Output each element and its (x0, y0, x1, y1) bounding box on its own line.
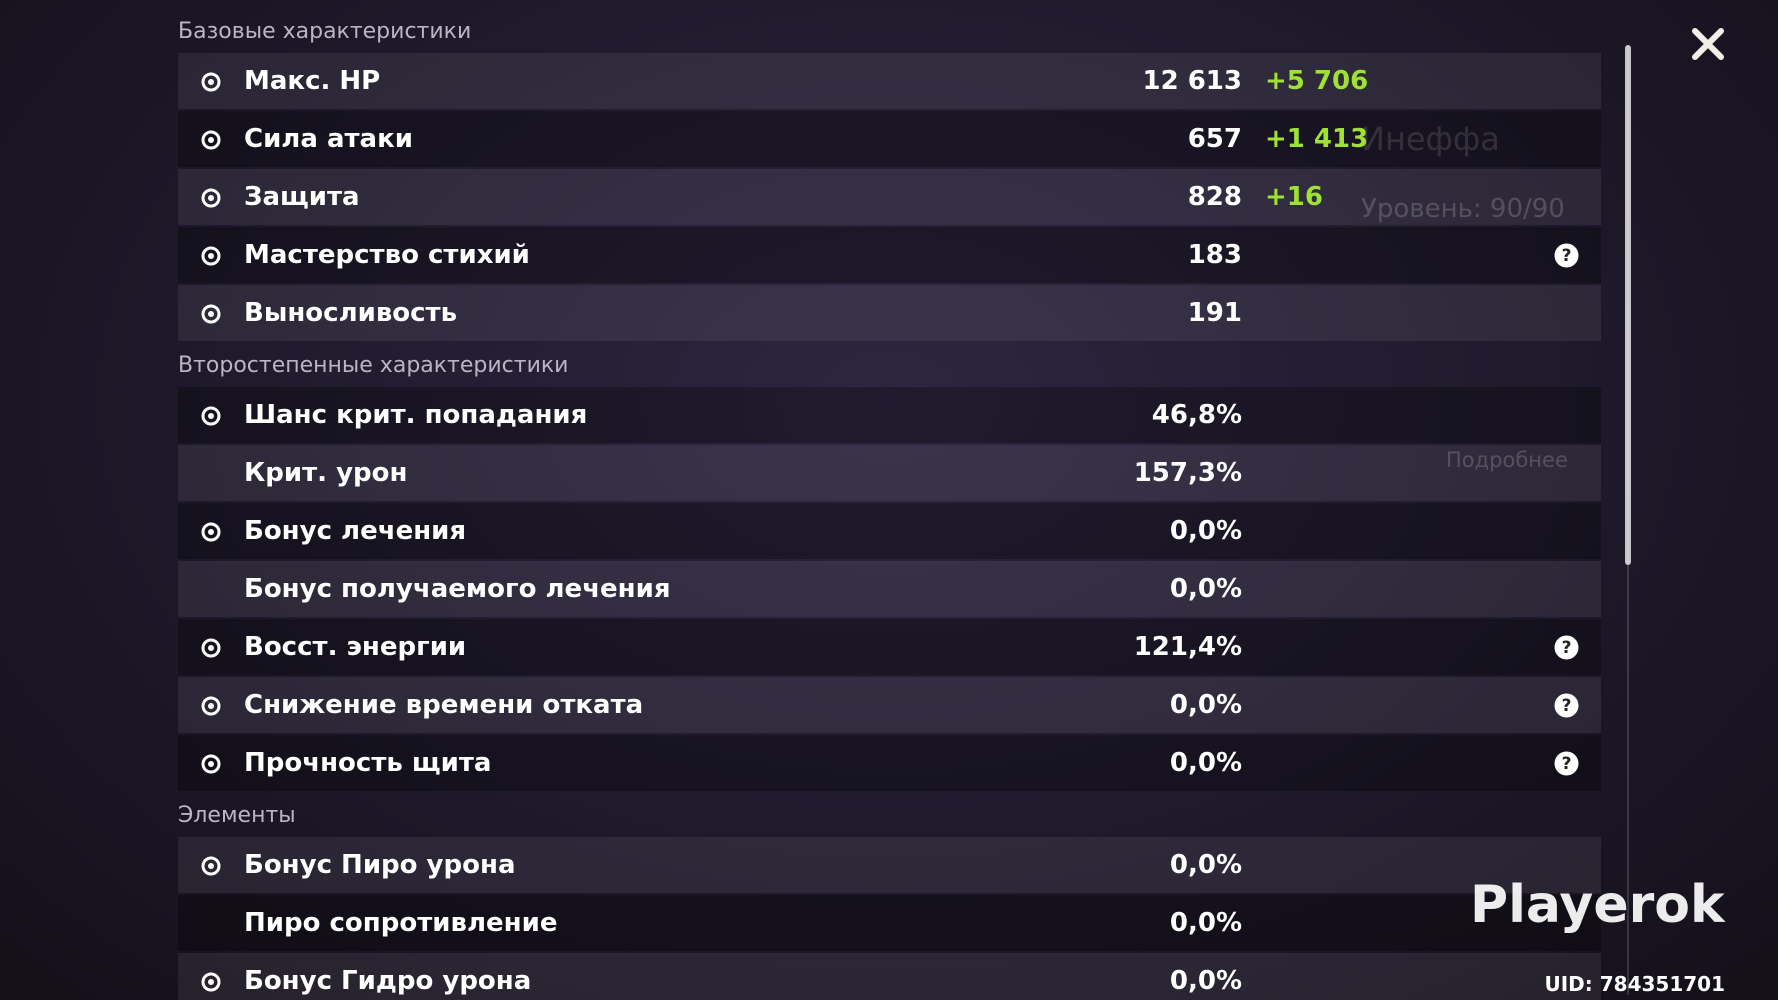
bg-details: Подробнее (1446, 448, 1568, 472)
stat-bonus: +5 706 (1265, 66, 1369, 96)
stat-value: 0,0% (1169, 690, 1242, 720)
section-title: Базовые характеристики (178, 19, 472, 44)
stat-label: Прочность щита (244, 748, 492, 778)
svg-text:?: ? (1562, 638, 1572, 658)
stat-icon (199, 969, 223, 993)
stat-value: 121,4% (1133, 632, 1242, 662)
stat-row: Мастерство стихий 183? (178, 227, 1601, 283)
stat-row: Крит. урон 157,3% (178, 445, 1601, 501)
stat-icon (199, 751, 223, 775)
stat-value: 0,0% (1169, 908, 1242, 938)
svg-text:?: ? (1562, 754, 1572, 774)
help-button[interactable]: ? (1554, 693, 1579, 718)
stat-row: Бонус Пиро урона 0,0% (178, 837, 1601, 893)
stat-label: Бонус лечения (244, 516, 467, 546)
uid: UID: 784351701 (1544, 972, 1726, 996)
stat-row: Бонус лечения 0,0% (178, 503, 1601, 559)
stat-icon (199, 243, 223, 267)
stat-label: Выносливость (244, 298, 458, 328)
stat-value: 12 613 (1142, 66, 1242, 96)
stat-icon (199, 403, 223, 427)
section: Элементы Бонус Пиро урона 0,0% Пиро сопроти… (178, 793, 1601, 1000)
stat-value: 0,0% (1169, 966, 1242, 996)
stat-icon (199, 693, 223, 717)
stat-icon (199, 635, 223, 659)
stat-icon (199, 69, 223, 93)
stat-icon (199, 519, 223, 543)
stat-label: Снижение времени отката (244, 690, 644, 720)
stat-row: Бонус получаемого лечения 0,0% (178, 561, 1601, 617)
stat-row: Выносливость 191 (178, 285, 1601, 341)
stat-label: Шанс крит. попадания (244, 400, 588, 430)
stat-label: Сила атаки (244, 124, 413, 154)
stats-panel: Базовые характеристики Макс. HP 12 613 +5 7… (178, 9, 1601, 1000)
help-button[interactable]: ? (1554, 243, 1579, 268)
section: Второстепенные характеристики Шанс крит. … (178, 343, 1601, 791)
stat-label: Бонус получаемого лечения (244, 574, 671, 604)
bg-level: Уровень: 90/90 (1361, 194, 1565, 224)
stat-row: Макс. HP 12 613 +5 706 (178, 53, 1601, 109)
stat-row: Пиро сопротивление 0,0% (178, 895, 1601, 951)
close-button[interactable] (1690, 26, 1726, 62)
stat-row: Бонус Гидро урона 0,0% (178, 953, 1601, 1000)
stat-value: 828 (1187, 182, 1242, 212)
stat-label: Бонус Пиро урона (244, 850, 516, 880)
stat-value: 183 (1187, 240, 1242, 270)
stat-icon (199, 853, 223, 877)
bg-name: Инеффа (1361, 120, 1500, 158)
help-button[interactable]: ? (1554, 635, 1579, 660)
stat-value: 46,8% (1151, 400, 1242, 430)
section-title: Второстепенные характеристики (178, 353, 569, 378)
stat-value: 0,0% (1169, 850, 1242, 880)
stat-icon (199, 185, 223, 209)
stat-row: Восст. энергии 121,4%? (178, 619, 1601, 675)
watermark: Playerok (1470, 875, 1725, 935)
svg-text:?: ? (1562, 246, 1572, 266)
help-button[interactable]: ? (1554, 751, 1579, 776)
stat-row: Защита 828 +16 (178, 169, 1601, 225)
stat-row: Шанс крит. попадания 46,8% (178, 387, 1601, 443)
stat-row: Снижение времени отката 0,0%? (178, 677, 1601, 733)
stat-label: Восст. энергии (244, 632, 467, 662)
stat-label: Бонус Гидро урона (244, 966, 532, 996)
stat-row: Прочность щита 0,0%? (178, 735, 1601, 791)
stat-value: 0,0% (1169, 574, 1242, 604)
stat-label: Защита (244, 182, 360, 212)
stat-label: Мастерство стихий (244, 240, 530, 270)
stat-label: Макс. HP (244, 66, 381, 96)
svg-text:?: ? (1562, 696, 1572, 716)
stat-row: Сила атаки 657 +1 413 (178, 111, 1601, 167)
section-title: Элементы (178, 803, 296, 828)
stat-icon (199, 127, 223, 151)
stat-value: 0,0% (1169, 516, 1242, 546)
stat-value: 657 (1187, 124, 1242, 154)
stat-value: 191 (1187, 298, 1242, 328)
stat-value: 157,3% (1133, 458, 1242, 488)
stat-bonus: +1 413 (1265, 124, 1369, 154)
scroll-thumb[interactable] (1625, 45, 1631, 565)
stat-icon (199, 301, 223, 325)
stat-value: 0,0% (1169, 748, 1242, 778)
stat-label: Пиро сопротивление (244, 908, 558, 938)
stat-bonus: +16 (1265, 182, 1323, 212)
section: Базовые характеристики Макс. HP 12 613 +5 7… (178, 9, 1601, 341)
stat-label: Крит. урон (244, 458, 408, 488)
